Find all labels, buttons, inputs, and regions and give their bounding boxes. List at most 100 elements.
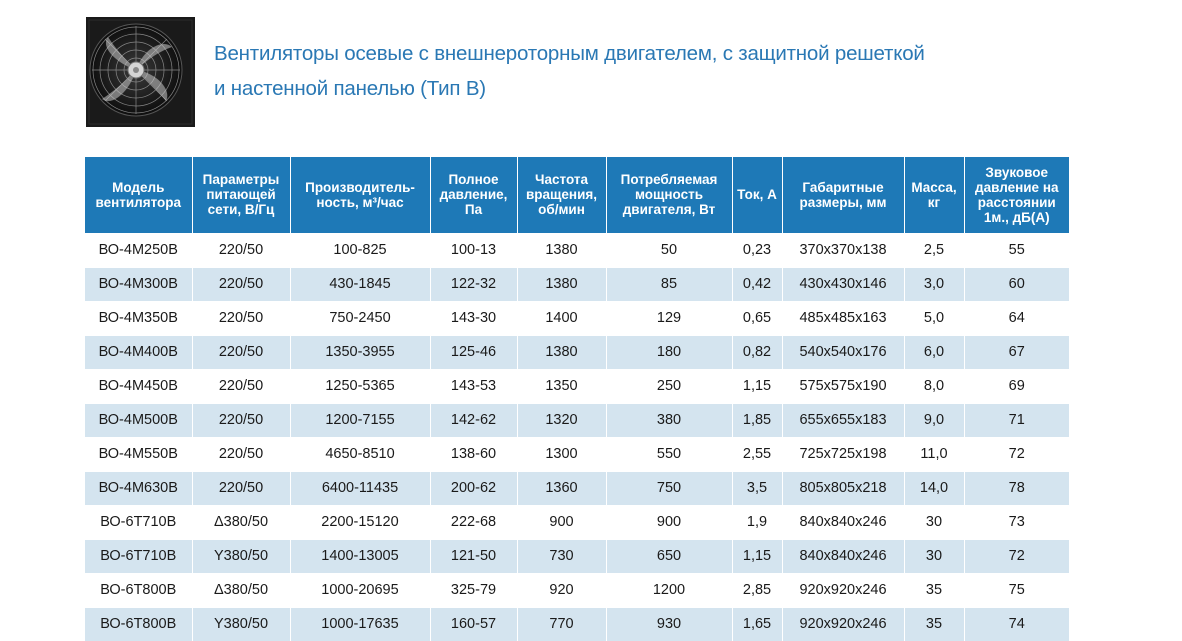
table-row: ВО-4М250В 220/50 100-825 100-13 1380 50 0,23 37… [85, 232, 1069, 267]
cell-mass: 6,0 [903, 334, 964, 369]
cell-sound-pressure: 67 [963, 334, 1069, 369]
column-header-current: Ток, А [731, 157, 782, 233]
cell-sound-pressure: 72 [963, 436, 1069, 471]
cell-capacity: 2200-15120 [289, 504, 430, 539]
cell-capacity: 1200-7155 [289, 402, 430, 437]
cell-total-pressure: 142-62 [429, 402, 517, 437]
table-row: ВО-4М630В 220/50 6400-11435 200-62 1360 750 3,… [85, 470, 1069, 505]
cell-power-consumption: 380 [605, 402, 732, 437]
cell-dimensions: 840x840x246 [781, 538, 904, 573]
cell-model: ВО-6Т710В [85, 504, 192, 539]
cell-power-supply: 220/50 [191, 300, 290, 335]
cell-rotation-speed: 1380 [516, 232, 606, 267]
cell-model: ВО-6Т710В [85, 538, 192, 573]
cell-current: 1,85 [731, 402, 782, 437]
cell-mass: 30 [903, 504, 964, 539]
cell-rotation-speed: 770 [516, 606, 606, 641]
cell-power-consumption: 1200 [605, 572, 732, 607]
cell-total-pressure: 122-32 [429, 266, 517, 301]
cell-capacity: 750-2450 [289, 300, 430, 335]
title-line-2: и настенной панелью (Тип В) [214, 77, 486, 100]
cell-power-supply: 220/50 [191, 232, 290, 267]
cell-total-pressure: 143-53 [429, 368, 517, 403]
cell-model: ВО-6Т800В [85, 606, 192, 641]
cell-mass: 8,0 [903, 368, 964, 403]
cell-dimensions: 725x725x198 [781, 436, 904, 471]
cell-rotation-speed: 1380 [516, 266, 606, 301]
cell-current: 1,15 [731, 538, 782, 573]
cell-total-pressure: 160-57 [429, 606, 517, 641]
cell-rotation-speed: 1360 [516, 470, 606, 505]
column-header-rotation-speed: Частота вращения, об/мин [516, 157, 606, 233]
cell-mass: 9,0 [903, 402, 964, 437]
cell-power-supply: Y380/50 [191, 538, 290, 573]
cell-sound-pressure: 71 [963, 402, 1069, 437]
cell-current: 1,9 [731, 504, 782, 539]
cell-model: ВО-4М400В [85, 334, 192, 369]
cell-current: 1,65 [731, 606, 782, 641]
cell-power-supply: Y380/50 [191, 606, 290, 641]
table-row: ВО-6Т710В Y380/50 1400-13005 121-50 730 650 1,… [85, 538, 1069, 573]
cell-dimensions: 840x840x246 [781, 504, 904, 539]
cell-sound-pressure: 55 [963, 232, 1069, 267]
cell-power-consumption: 180 [605, 334, 732, 369]
cell-power-consumption: 129 [605, 300, 732, 335]
cell-sound-pressure: 64 [963, 300, 1069, 335]
cell-mass: 35 [903, 606, 964, 641]
cell-power-supply: 220/50 [191, 470, 290, 505]
cell-current: 1,15 [731, 368, 782, 403]
cell-current: 2,55 [731, 436, 782, 471]
cell-capacity: 100-825 [289, 232, 430, 267]
cell-rotation-speed: 900 [516, 504, 606, 539]
cell-model: ВО-4М630В [85, 470, 192, 505]
cell-sound-pressure: 78 [963, 470, 1069, 505]
column-header-sound-pressure: Звуковое давление на расстоянии 1м., дБ(… [963, 157, 1069, 233]
cell-total-pressure: 100-13 [429, 232, 517, 267]
cell-sound-pressure: 69 [963, 368, 1069, 403]
cell-capacity: 4650-8510 [289, 436, 430, 471]
column-header-model: Модель вентилятора [85, 157, 192, 233]
cell-dimensions: 920x920x246 [781, 572, 904, 607]
table-row: ВО-4М300В 220/50 430-1845 122-32 1380 85 0,42 4… [85, 266, 1069, 301]
column-header-power-consumption: Потребляемая мощность двигателя, Вт [605, 157, 732, 233]
cell-total-pressure: 138-60 [429, 436, 517, 471]
cell-mass: 11,0 [903, 436, 964, 471]
cell-sound-pressure: 72 [963, 538, 1069, 573]
axial-fan-icon [86, 17, 195, 127]
cell-current: 3,5 [731, 470, 782, 505]
cell-dimensions: 485x485x163 [781, 300, 904, 335]
cell-power-consumption: 750 [605, 470, 732, 505]
column-header-dimensions: Габаритные размеры, мм [781, 157, 904, 233]
cell-total-pressure: 125-46 [429, 334, 517, 369]
cell-power-supply: 220/50 [191, 266, 290, 301]
cell-sound-pressure: 60 [963, 266, 1069, 301]
cell-dimensions: 575x575x190 [781, 368, 904, 403]
cell-model: ВО-4М500В [85, 402, 192, 437]
table-header: Модель вентилятора Параметры питающей сет… [85, 157, 1069, 233]
cell-power-supply: 220/50 [191, 402, 290, 437]
cell-power-supply: 220/50 [191, 334, 290, 369]
table-row: ВО-6Т800В Y380/50 1000-17635 160-57 770 930 1,… [85, 606, 1069, 641]
cell-rotation-speed: 1400 [516, 300, 606, 335]
column-header-total-pressure: Полное давление, Па [429, 157, 517, 233]
cell-current: 0,23 [731, 232, 782, 267]
cell-mass: 35 [903, 572, 964, 607]
cell-total-pressure: 143-30 [429, 300, 517, 335]
cell-dimensions: 805x805x218 [781, 470, 904, 505]
cell-model: ВО-4М350В [85, 300, 192, 335]
axial-fan-product-image [86, 17, 195, 127]
column-header-mass: Масса, кг [903, 157, 964, 233]
cell-capacity: 430-1845 [289, 266, 430, 301]
table-row: ВО-4М500В 220/50 1200-7155 142-62 1320 380 1,8… [85, 402, 1069, 437]
cell-current: 0,82 [731, 334, 782, 369]
table-row: ВО-6Т800В Δ380/50 1000-20695 325-79 920 1200 2… [85, 572, 1069, 607]
cell-current: 0,65 [731, 300, 782, 335]
cell-model: ВО-4М300В [85, 266, 192, 301]
cell-capacity: 1000-20695 [289, 572, 430, 607]
cell-dimensions: 370x370x138 [781, 232, 904, 267]
cell-model: ВО-4М250В [85, 232, 192, 267]
column-header-power-supply: Параметры питающей сети, В/Гц [191, 157, 290, 233]
table-row: ВО-4М450В 220/50 1250-5365 143-53 1350 250 1,1… [85, 368, 1069, 403]
cell-dimensions: 540x540x176 [781, 334, 904, 369]
cell-sound-pressure: 73 [963, 504, 1069, 539]
